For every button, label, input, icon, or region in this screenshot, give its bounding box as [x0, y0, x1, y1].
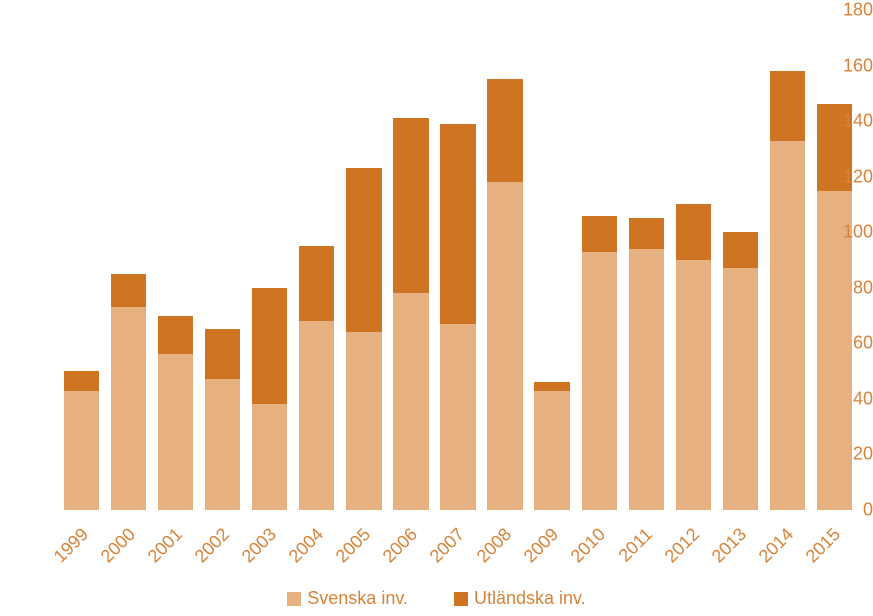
y-tick-label: 180 — [827, 0, 873, 21]
bar-svenska-inv--2002 — [205, 379, 240, 510]
x-tick-label: 2000 — [96, 524, 139, 567]
y-tick-label: 40 — [827, 388, 873, 409]
bar-utl-ndska-inv--2001 — [158, 316, 193, 355]
bar-utl-ndska-inv--2014 — [770, 71, 805, 140]
x-tick-label: 2013 — [708, 524, 751, 567]
bar-utl-ndska-inv--2000 — [111, 274, 146, 307]
x-tick-label: 2004 — [284, 524, 327, 567]
y-tick-label: 160 — [827, 55, 873, 76]
bar-utl-ndska-inv--2007 — [440, 124, 475, 324]
bar-utl-ndska-inv--2011 — [629, 218, 664, 249]
bar-utl-ndska-inv--2003 — [252, 288, 287, 405]
bar-svenska-inv--2004 — [299, 321, 334, 510]
legend-swatch-icon — [287, 592, 301, 606]
y-tick-label: 100 — [827, 222, 873, 243]
x-tick-label: 1999 — [49, 524, 92, 567]
x-tick-label: 2005 — [332, 524, 375, 567]
bar-utl-ndska-inv--2013 — [723, 232, 758, 268]
bar-svenska-inv--2010 — [582, 252, 617, 510]
x-tick-label: 2001 — [143, 524, 186, 567]
legend-swatch-icon — [454, 592, 468, 606]
legend-item: Svenska inv. — [287, 588, 408, 609]
bar-utl-ndska-inv--2009 — [534, 382, 569, 390]
bar-svenska-inv--2003 — [252, 404, 287, 510]
bar-utl-ndska-inv--2004 — [299, 246, 334, 321]
bar-utl-ndska-inv--2005 — [346, 168, 381, 332]
bar-svenska-inv--2013 — [723, 268, 758, 510]
bar-svenska-inv--2014 — [770, 141, 805, 510]
x-tick-label: 2009 — [520, 524, 563, 567]
y-tick-label: 80 — [827, 277, 873, 298]
x-tick-label: 2010 — [567, 524, 610, 567]
chart-container: 0 20 40 60 80 100 120 140 160 180 1999200020012002… — [0, 0, 873, 616]
y-tick-label: 0 — [827, 500, 873, 521]
x-tick-label: 2014 — [755, 524, 798, 567]
x-tick-label: 2002 — [190, 524, 233, 567]
y-tick-label: 20 — [827, 444, 873, 465]
x-tick-label: 2008 — [473, 524, 516, 567]
bar-svenska-inv--2006 — [393, 293, 428, 510]
bar-svenska-inv--2011 — [629, 249, 664, 510]
x-tick-label: 2006 — [379, 524, 422, 567]
bar-svenska-inv--2001 — [158, 354, 193, 510]
bar-svenska-inv--2012 — [676, 260, 711, 510]
x-tick-label: 2012 — [661, 524, 704, 567]
plot-area — [58, 10, 858, 510]
x-tick-label: 2007 — [426, 524, 469, 567]
bar-utl-ndska-inv--2010 — [582, 216, 617, 252]
bar-svenska-inv--2007 — [440, 324, 475, 510]
y-tick-label: 140 — [827, 111, 873, 132]
bar-svenska-inv--2005 — [346, 332, 381, 510]
legend-label: Svenska inv. — [307, 588, 408, 609]
x-tick-label: 2015 — [802, 524, 845, 567]
bar-svenska-inv--2008 — [487, 182, 522, 510]
bar-svenska-inv--2000 — [111, 307, 146, 510]
bar-utl-ndska-inv--2012 — [676, 204, 711, 260]
bar-utl-ndska-inv--2008 — [487, 79, 522, 182]
bar-utl-ndska-inv--2002 — [205, 329, 240, 379]
x-tick-label: 2003 — [237, 524, 280, 567]
legend-label: Utländska inv. — [474, 588, 586, 609]
bar-utl-ndska-inv--1999 — [64, 371, 99, 390]
legend: Svenska inv. Utländska inv. — [0, 588, 873, 609]
bar-svenska-inv--1999 — [64, 391, 99, 510]
bar-utl-ndska-inv--2006 — [393, 118, 428, 293]
bar-svenska-inv--2009 — [534, 391, 569, 510]
legend-item: Utländska inv. — [454, 588, 586, 609]
y-tick-label: 120 — [827, 166, 873, 187]
y-tick-label: 60 — [827, 333, 873, 354]
x-tick-label: 2011 — [615, 524, 657, 566]
